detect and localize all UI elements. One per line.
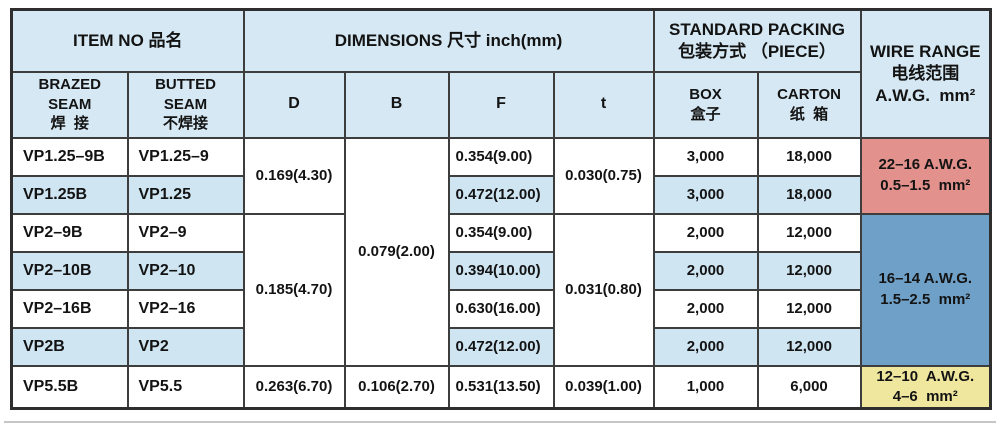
dim-d-cell: 0.263(6.70) [242, 364, 346, 410]
butted-item-cell: VP2 [126, 326, 245, 367]
dim-t-merged-cell: 0.030(0.75) [552, 136, 655, 215]
table-row: VP2–16B VP2–16 0.630(16.00) 2,000 12,000 [10, 288, 991, 329]
butted-item-cell: VP2–10 [126, 250, 245, 291]
dim-t-merged-cell: 0.031(0.80) [552, 212, 655, 367]
brazed-seam-header: BRAZED SEAM 焊 接 [10, 70, 129, 139]
dim-f-header: F [447, 70, 555, 139]
brazed-item-cell: VP1.25B [10, 174, 129, 215]
box-qty-cell: 3,000 [652, 136, 759, 177]
brazed-item-cell: VP2–10B [10, 250, 129, 291]
butted-item-cell: VP5.5 [126, 364, 245, 410]
dim-d-merged-cell: 0.185(4.70) [242, 212, 346, 367]
butted-item-cell: VP2–16 [126, 288, 245, 329]
wire-range-cell-22-16: 22–16 A.W.G. 0.5–1.5 mm² [859, 136, 992, 215]
carton-qty-cell: 6,000 [756, 364, 862, 410]
table-row: VP1.25–9B VP1.25–9 0.169(4.30) 0.079(2.0… [10, 136, 992, 367]
box-qty-cell: 2,000 [652, 288, 759, 329]
box-qty-cell: 2,000 [652, 250, 759, 291]
dim-t-header: t [552, 70, 655, 139]
carton-qty-cell: 12,000 [756, 326, 862, 367]
brazed-item-cell: VP5.5B [10, 364, 129, 410]
dimensions-group-header: DIMENSIONS 尺寸 inch(mm) [242, 8, 655, 73]
carton-qty-cell: 12,000 [756, 250, 862, 291]
dim-f-cell: 0.354(9.00) [447, 136, 555, 177]
item-no-group-header: ITEM NO 品名 [10, 8, 245, 73]
carton-header: CARTON 纸 箱 [756, 70, 862, 139]
table-row: VP2–10B VP2–10 0.394(10.00) 2,000 12,000 [10, 250, 991, 291]
butted-item-cell: VP1.25–9 [126, 136, 245, 177]
brazed-item-cell: VP1.25–9B [10, 136, 129, 177]
table-row: VP5.5B VP5.5 0.263(6.70) 0.106(2.70) 0.5… [10, 364, 992, 410]
dim-d-merged-cell: 0.169(4.30) [242, 136, 346, 215]
carton-qty-cell: 18,000 [756, 136, 862, 177]
butted-item-cell: VP2–9 [126, 212, 245, 253]
dim-b-cell: 0.106(2.70) [343, 364, 450, 410]
wire-range-cell-12-10: 12–10 A.W.G. 4–6 mm² [859, 364, 992, 410]
terminal-spec-table: ITEM NO 品名 DIMENSIONS 尺寸 inch(mm) STANDA… [10, 8, 993, 410]
header-row-columns: BRAZED SEAM 焊 接 BUTTED SEAM 不焊接 D B F t … [10, 70, 991, 139]
dim-f-cell: 0.472(12.00) [447, 174, 555, 215]
brazed-item-cell: VP2B [10, 326, 129, 367]
table-row: VP2B VP2 0.472(12.00) 2,000 12,000 [10, 326, 991, 367]
table-row: VP2–9B VP2–9 0.185(4.70) 0.354(9.00) 0.0… [10, 212, 992, 367]
dim-f-cell: 0.354(9.00) [447, 212, 555, 253]
dim-d-header: D [242, 70, 346, 139]
header-row-groups: ITEM NO 品名 DIMENSIONS 尺寸 inch(mm) STANDA… [10, 8, 992, 139]
carton-qty-cell: 12,000 [756, 288, 862, 329]
dim-t-cell: 0.039(1.00) [552, 364, 655, 410]
dim-f-cell: 0.531(13.50) [447, 364, 555, 410]
box-qty-cell: 3,000 [652, 174, 759, 215]
dim-f-cell: 0.472(12.00) [447, 326, 555, 367]
brazed-item-cell: VP2–16B [10, 288, 129, 329]
brazed-item-cell: VP2–9B [10, 212, 129, 253]
box-qty-cell: 1,000 [652, 364, 759, 410]
box-qty-cell: 2,000 [652, 326, 759, 367]
table-row: VP1.25B VP1.25 0.472(12.00) 3,000 18,000 [10, 174, 991, 215]
box-header: BOX 盒子 [652, 70, 759, 139]
carton-qty-cell: 18,000 [756, 174, 862, 215]
dim-f-cell: 0.630(16.00) [447, 288, 555, 329]
butted-item-cell: VP1.25 [126, 174, 245, 215]
dim-f-cell: 0.394(10.00) [447, 250, 555, 291]
box-qty-cell: 2,000 [652, 212, 759, 253]
page-bottom-rule [4, 421, 996, 423]
dim-b-header: B [343, 70, 450, 139]
carton-qty-cell: 12,000 [756, 212, 862, 253]
wire-range-cell-16-14: 16–14 A.W.G. 1.5–2.5 mm² [859, 212, 992, 367]
dim-b-merged-cell: 0.079(2.00) [343, 136, 450, 367]
butted-seam-header: BUTTED SEAM 不焊接 [126, 70, 245, 139]
standard-packing-group-header: STANDARD PACKING 包装方式 （PIECE） [652, 8, 862, 73]
wire-range-header: WIRE RANGE 电线范围 A.W.G. mm² [859, 8, 992, 139]
